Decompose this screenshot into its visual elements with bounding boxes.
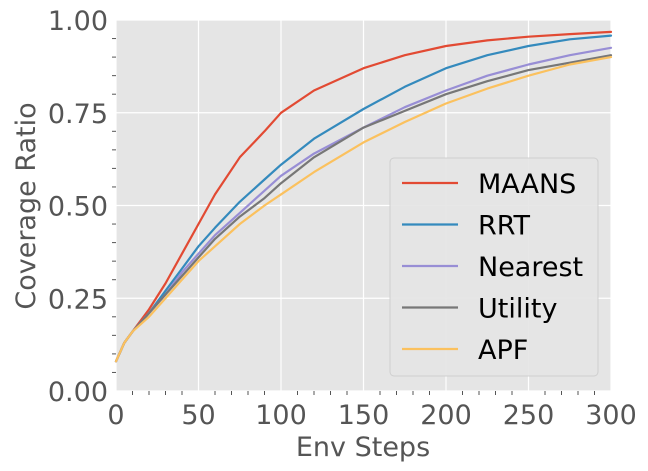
x-tick-label: 250 bbox=[503, 400, 555, 431]
x-tick-label: 0 bbox=[107, 400, 124, 431]
series-line-apf bbox=[114, 55, 613, 363]
x-tick-label: 100 bbox=[255, 400, 307, 431]
legend-label-utility: Utility bbox=[478, 294, 557, 325]
x-axis-title: Env Steps bbox=[296, 432, 430, 463]
x-tick-label: 200 bbox=[420, 400, 472, 431]
series-line-utility bbox=[114, 54, 613, 363]
legend-label-nearest: Nearest bbox=[478, 252, 583, 283]
legend-box bbox=[389, 157, 599, 377]
minor-ticks bbox=[112, 38, 595, 395]
x-tick-label: 50 bbox=[181, 400, 215, 431]
legend-label-rrt: RRT bbox=[478, 211, 531, 242]
y-tick-labels: 0.00 0.25 0.50 0.75 1.00 bbox=[48, 6, 108, 408]
series-line-maans bbox=[114, 30, 613, 363]
legend: MAANS RRT Nearest Utility APF bbox=[389, 157, 599, 377]
y-tick-label: 0.00 bbox=[48, 377, 108, 408]
y-tick-label: 1.00 bbox=[48, 6, 108, 37]
y-tick-label: 0.50 bbox=[48, 192, 108, 223]
y-tick-label: 0.75 bbox=[48, 99, 108, 130]
series-layer bbox=[114, 30, 613, 363]
x-tick-label: 150 bbox=[338, 400, 390, 431]
y-axis-title: Coverage Ratio bbox=[11, 102, 42, 309]
x-tick-labels: 0 50 100 150 200 250 300 bbox=[107, 400, 636, 431]
legend-label-maans: MAANS bbox=[478, 169, 576, 200]
y-tick-label: 0.25 bbox=[48, 284, 108, 315]
x-tick-label: 300 bbox=[585, 400, 637, 431]
legend-label-apf: APF bbox=[478, 335, 528, 366]
